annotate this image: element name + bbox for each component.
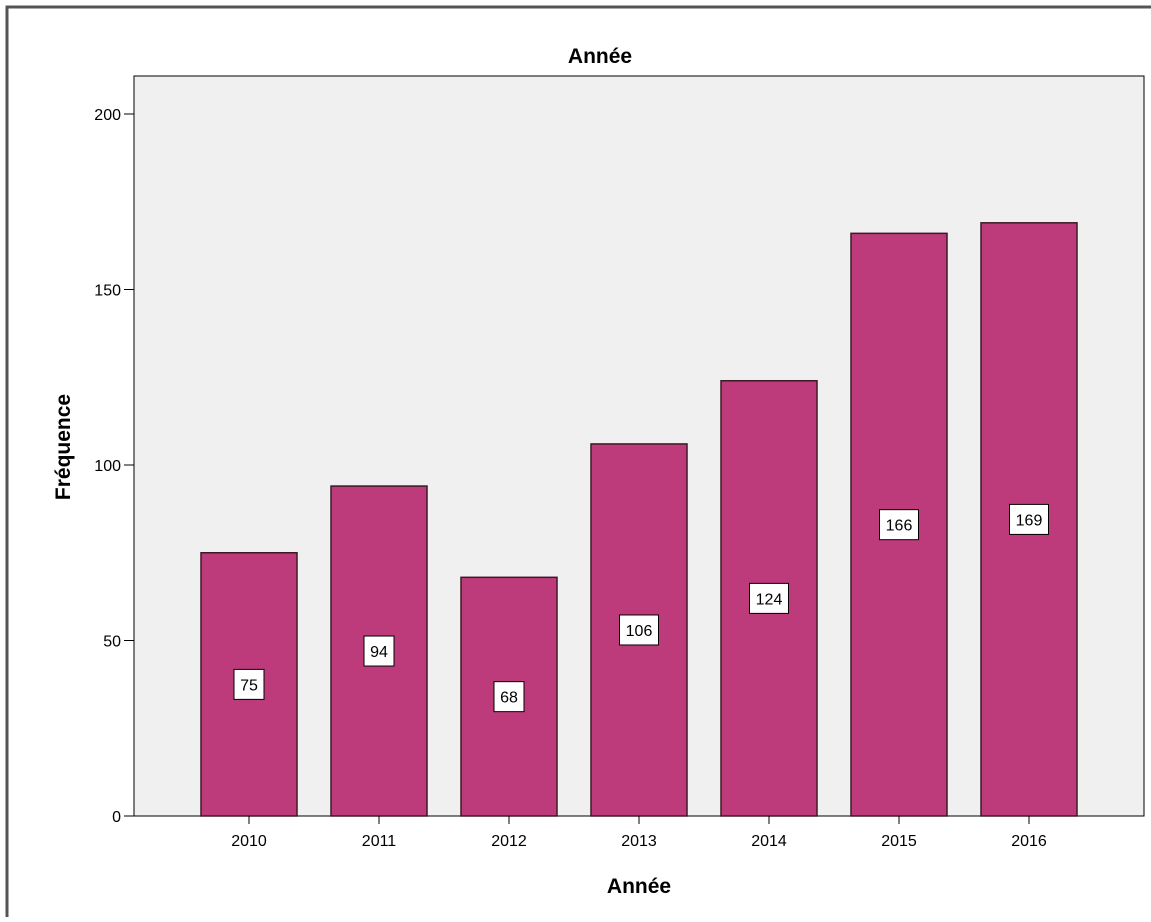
chart-title: Année [568, 45, 632, 68]
data-label: 75 [240, 677, 258, 694]
x-tick-label: 2014 [751, 833, 787, 850]
data-label-box [619, 614, 659, 646]
y-axis: 0 50 100 150 200 [94, 107, 134, 826]
x-axis-label: Année [607, 875, 671, 898]
x-tick-label: 2012 [491, 833, 527, 850]
bar-2011 [330, 485, 428, 817]
y-tick-label: 100 [94, 458, 121, 475]
data-label: 68 [500, 690, 518, 707]
data-label: 169 [1016, 512, 1043, 529]
x-axis: 2010 2011 2012 2013 2014 2015 2016 [231, 816, 1047, 850]
x-tick-label: 2016 [1011, 833, 1047, 850]
data-label: 94 [370, 644, 388, 661]
x-tick-label: 2010 [231, 833, 267, 850]
data-label-box [879, 509, 919, 541]
y-tick-label: 0 [112, 809, 121, 826]
data-label: 166 [886, 518, 913, 535]
x-tick-label: 2011 [362, 833, 397, 850]
data-label-box [749, 582, 789, 614]
bars: 75 94 68 106 124 166 169 [200, 222, 1078, 817]
x-tick-label: 2015 [881, 833, 917, 850]
data-label-box [233, 668, 265, 700]
y-axis-label: Fréquence [52, 394, 75, 500]
data-label: 124 [756, 591, 783, 608]
y-tick-label: 50 [103, 634, 121, 651]
x-tick-label: 2013 [621, 833, 657, 850]
data-label-box [363, 635, 395, 667]
data-label-box [493, 681, 525, 713]
y-tick-label: 200 [94, 107, 121, 124]
data-label-box [1009, 503, 1049, 535]
y-tick-label: 150 [94, 283, 121, 300]
data-label: 106 [626, 623, 653, 640]
